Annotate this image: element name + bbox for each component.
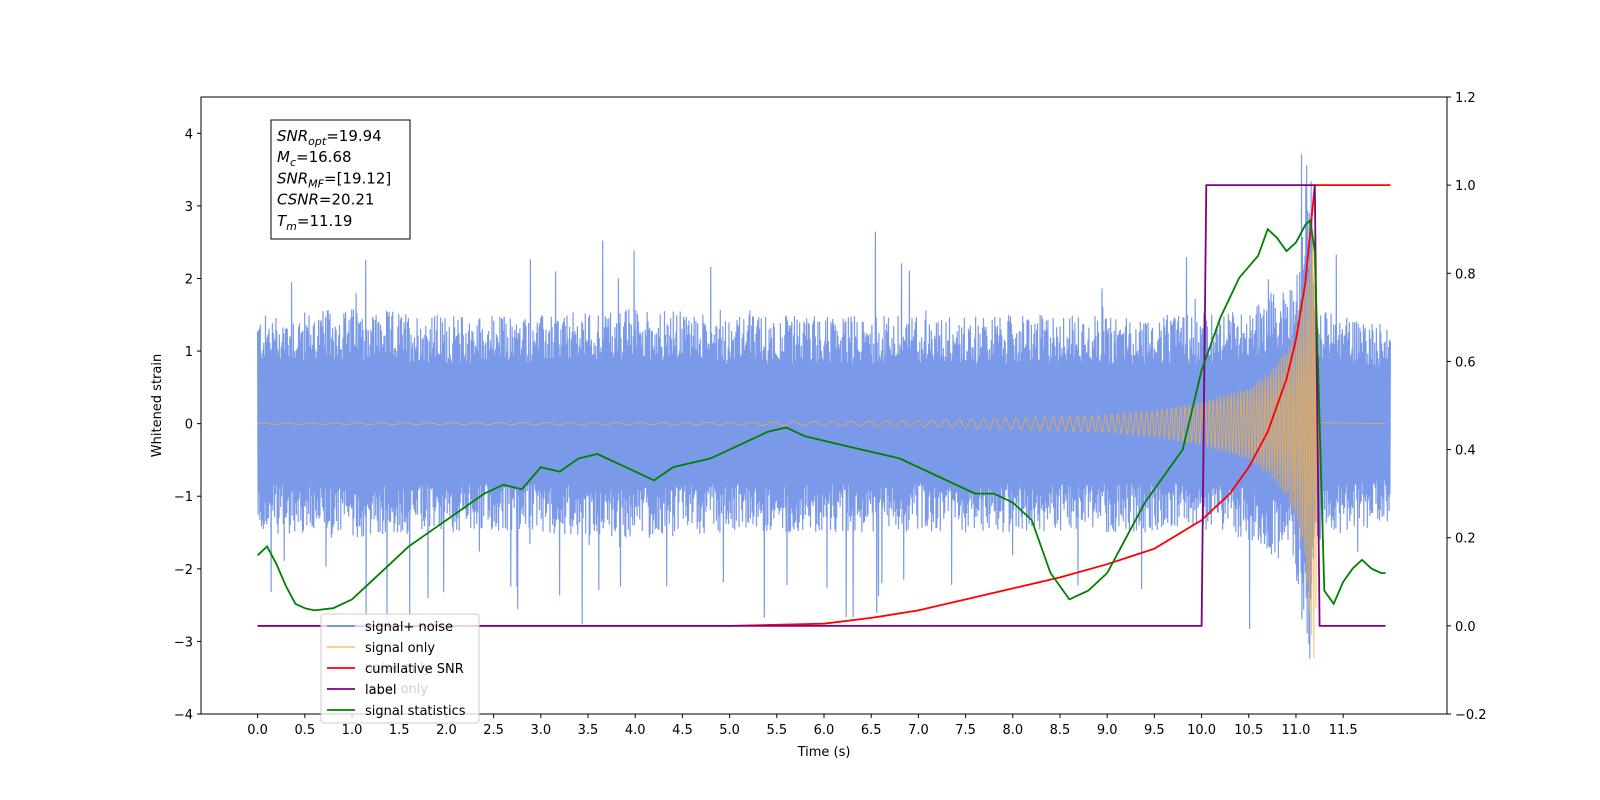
y-tick-label: −2: [174, 563, 193, 578]
axes: 0.0 0.5 1.0 1.5 2.0 2.5 3.0 3.5 4.0 4.5 5.0 5.5 6.0 6…: [150, 91, 1487, 760]
info-line: Tm=11.19: [277, 212, 352, 233]
info-value: =20.21: [319, 191, 375, 209]
x-tick-label: 3.5: [578, 723, 599, 738]
info-line: SNRopt=19.94: [277, 127, 382, 148]
y-axis-label: Whitened strain: [150, 354, 165, 457]
x-axis-label: Time (s): [797, 745, 851, 760]
x-tick-label: 4.5: [672, 723, 693, 738]
info-subscript: c: [290, 156, 296, 169]
legend-ghost-text: noise only: [365, 661, 432, 676]
x-tick-label: 4.0: [625, 723, 646, 738]
info-box: SNRopt=19.94Mc=16.68SNRMF=[19.12]CSNR=20…: [270, 119, 411, 240]
legend: noise only label only signal+ noise signal …: [320, 613, 480, 724]
y2-tick-label: 1.2: [1455, 91, 1476, 106]
info-value: =[19.12]: [324, 169, 391, 187]
info-symbol: M: [277, 148, 290, 166]
legend-frame: [320, 613, 480, 724]
x-tick-label: 3.0: [530, 723, 551, 738]
x-tick-label: 2.5: [483, 723, 504, 738]
info-line: Mc=16.68: [277, 148, 352, 169]
x-tick-label: 9.0: [1097, 723, 1118, 738]
x-tick-label: 6.5: [861, 723, 882, 738]
x-tick-label: 2.0: [436, 723, 457, 738]
series-signal-noise-line: [257, 154, 1391, 659]
y2-tick-label: 0.4: [1455, 444, 1476, 459]
y2-tick-label: 0.6: [1455, 355, 1476, 370]
x-tick-label: 5.5: [766, 723, 787, 738]
y2-tick-label: 0.8: [1455, 267, 1476, 282]
series-signal-statistics-line: [256, 218, 1386, 612]
x-tick-label: 9.5: [1144, 723, 1165, 738]
y-tick-label: 1: [185, 345, 193, 360]
x-tick-label: 6.0: [814, 723, 835, 738]
info-value: =16.68: [296, 148, 352, 166]
legend-label: signal only: [365, 641, 435, 656]
legend-label: signal statistics: [365, 704, 466, 719]
x-tick-label: 0.0: [247, 723, 268, 738]
x-tick-label: 11.5: [1329, 723, 1358, 738]
x-tick-label: 8.0: [1002, 723, 1023, 738]
info-subscript: m: [286, 220, 297, 233]
x-tick-label: 1.0: [342, 723, 363, 738]
x-tick-label: 8.5: [1050, 723, 1071, 738]
plot-area: [256, 154, 1391, 659]
x-tick-label: 10.5: [1234, 723, 1263, 738]
x-tick-label: 7.0: [908, 723, 929, 738]
info-symbol: SNR: [277, 127, 308, 145]
y-tick-label: −4: [174, 708, 193, 723]
y-tick-label: 3: [185, 200, 193, 215]
series-signal-only-line: [257, 226, 1386, 659]
y2-tick-label: 0.2: [1455, 532, 1476, 547]
x-tick-label: 11.0: [1281, 723, 1310, 738]
x-tick-label: 7.5: [955, 723, 976, 738]
info-subscript: opt: [308, 135, 327, 148]
info-value: =19.94: [326, 127, 382, 145]
x-tick-label: 1.5: [389, 723, 410, 738]
y-tick-label: −1: [174, 490, 193, 505]
x-tick-label: 10.0: [1187, 723, 1216, 738]
info-line: CSNR=20.21: [277, 191, 374, 209]
x-tick-label: 0.5: [294, 723, 315, 738]
y-tick-label: −3: [174, 635, 193, 650]
y-tick-label: 4: [185, 127, 193, 142]
info-symbol: T: [277, 212, 288, 230]
y2-tick-label: −0.2: [1455, 708, 1487, 723]
legend-label: cumilative SNR: [365, 662, 464, 677]
series-cumulative-snr-line: [257, 184, 1391, 627]
y-tick-label: 2: [185, 272, 193, 287]
y2-tick-label: 1.0: [1455, 179, 1476, 194]
info-symbol: SNR: [277, 169, 308, 187]
legend-ghost-text: label only: [365, 682, 428, 697]
info-line: SNRMF=[19.12]: [277, 169, 391, 190]
series-label-line: [257, 184, 1386, 627]
legend-label: signal+ noise: [365, 620, 453, 635]
info-value: =11.19: [297, 212, 353, 230]
y-tick-label: 0: [185, 418, 193, 433]
legend-label: label: [365, 683, 396, 698]
info-box-frame: [270, 119, 411, 240]
y2-tick-label: 0.0: [1455, 620, 1476, 635]
x-tick-label: 5.0: [719, 723, 740, 738]
info-symbol: CSNR: [277, 191, 319, 209]
info-subscript: MF: [308, 177, 324, 190]
